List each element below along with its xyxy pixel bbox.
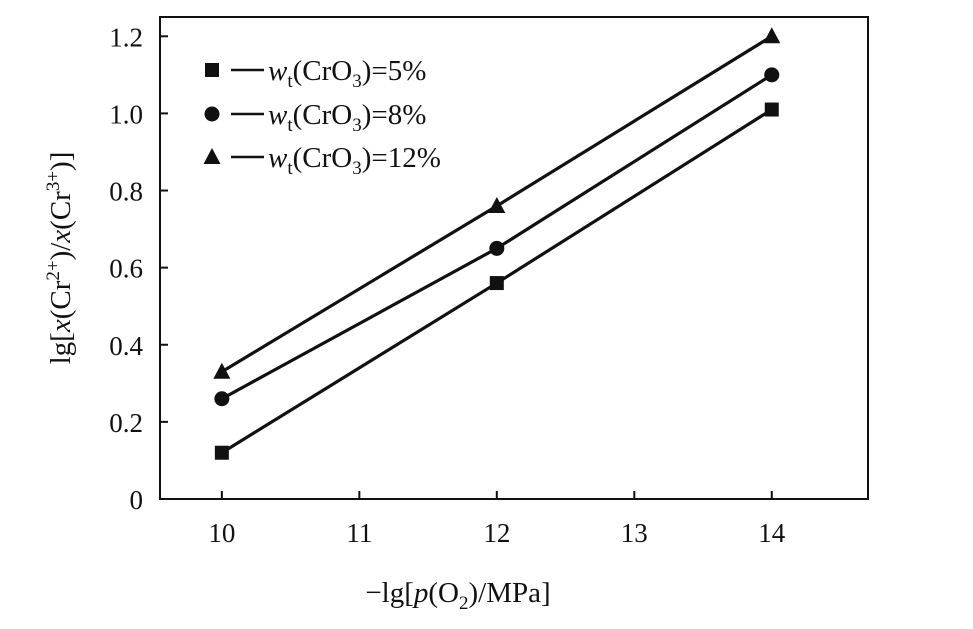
data-point-square [214,445,229,460]
data-point-triangle [488,196,506,213]
tick-marks [160,35,773,500]
y-tick-label: 0.4 [109,331,143,361]
data-point-circle [214,391,230,407]
y-tick-label: 1.2 [109,22,143,52]
y-tick-label: 0 [130,485,144,515]
y-tick-label: 0.2 [109,408,143,438]
series-layer [213,27,781,460]
legend: wt(CrO3)=5% wt(CrO3)=8% wt(CrO3)=12% [203,55,441,179]
series-circle [214,67,780,407]
data-point-square [764,102,779,117]
y-tick-label: 1.0 [109,99,143,129]
legend-marker-square [205,63,219,77]
series-triangle [213,27,781,379]
legend-marker-circle [204,106,220,122]
x-tick-label: 10 [208,518,235,548]
x-tick-label: 12 [483,518,510,548]
data-point-triangle [213,362,231,379]
legend-label: wt(CrO3)=8% [268,99,426,136]
legend-marker-triangle [203,148,221,164]
y-tick-label: 0.8 [109,177,143,207]
x-tick-label: 13 [621,518,648,548]
series-square [214,102,779,460]
legend-entry: wt(CrO3)=8% [204,99,426,136]
data-point-square [489,276,504,291]
y-tick-label: 0.6 [109,254,143,284]
plot-frame [159,16,869,500]
x-tick-label: 14 [758,518,786,548]
x-axis-title: −lg[p(O2)/MPa] [365,577,550,614]
x-tick-label: 11 [346,518,372,548]
data-point-triangle [763,27,781,44]
tick-labels: 10 11 12 13 14 0 0.2 0.4 0.6 0.8 1.0 1.2 [109,22,786,548]
legend-entry: wt(CrO3)=5% [205,55,426,92]
legend-entry: wt(CrO3)=12% [203,142,441,179]
y-axis-title: lg[x(Cr2+)/x(Cr3+)] [43,152,77,365]
data-point-circle [764,67,780,83]
legend-label: wt(CrO3)=12% [268,142,441,179]
legend-label: wt(CrO3)=5% [268,55,426,92]
data-point-circle [489,240,505,256]
